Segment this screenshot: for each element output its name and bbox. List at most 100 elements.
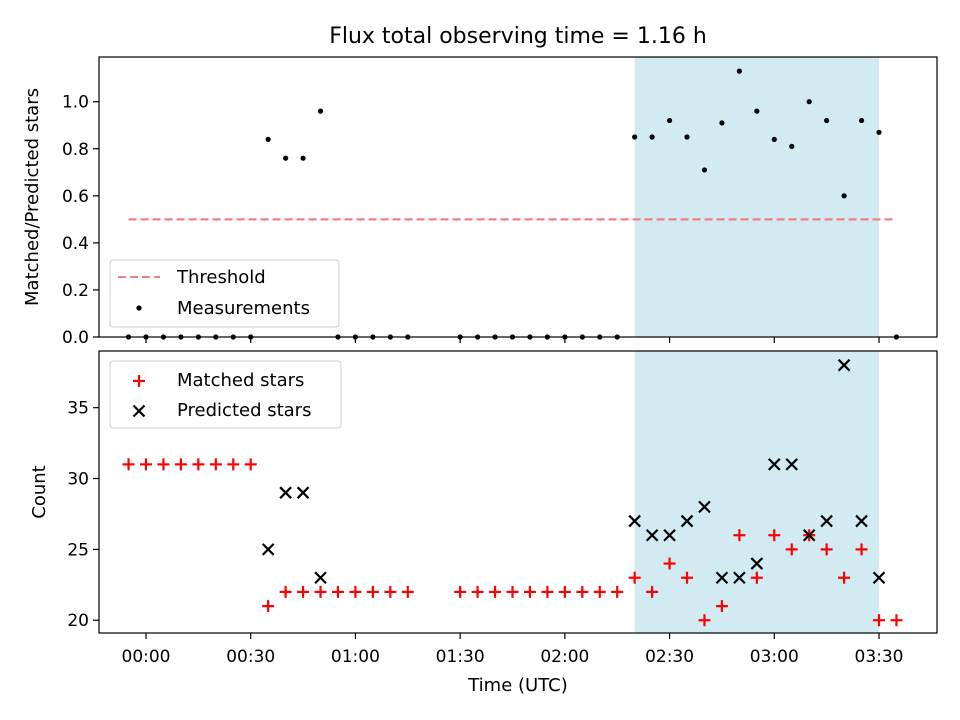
matched-star-point <box>157 458 170 471</box>
measurement-point <box>841 193 847 199</box>
measurement-point <box>300 155 306 161</box>
x-tick-label: 02:30 <box>645 647 694 667</box>
matched-star-point <box>279 585 292 598</box>
predicted-star-point <box>768 458 781 471</box>
measurement-point <box>632 134 638 140</box>
measurement-point <box>789 143 795 150</box>
predicted-stars-legend-swatch <box>132 404 146 418</box>
matched-star-point <box>192 458 205 471</box>
bottom-legend: Matched stars Predicted stars <box>109 360 342 429</box>
predicted-star-point <box>837 358 851 372</box>
top-y-axis-label: Matched/Predicted stars <box>22 88 43 306</box>
predicted-star-point <box>314 571 327 585</box>
matched-star-point <box>768 529 781 542</box>
matched-star-point <box>698 614 711 627</box>
matched-star-point <box>454 585 467 598</box>
x-tick-label: 03:00 <box>750 647 799 667</box>
matched-star-point <box>733 529 746 542</box>
top-y-tick-label: 0.6 <box>62 187 89 207</box>
matched-star-point <box>140 458 152 471</box>
predicted-star-point <box>296 486 310 499</box>
predicted-star-point <box>855 514 868 528</box>
x-tick-label: 01:30 <box>436 647 485 667</box>
measurement-point <box>806 99 812 105</box>
matched-star-point <box>384 585 397 598</box>
x-axis-label: Time (UTC) <box>467 675 568 696</box>
predicted-star-point <box>715 571 729 585</box>
matched-star-point <box>593 585 606 598</box>
matched-star-point <box>873 614 885 627</box>
predicted-star-point <box>872 571 886 585</box>
measurement-point <box>265 136 271 142</box>
bottom-y-tick-label: 30 <box>67 470 89 490</box>
x-tick-label: 00:30 <box>226 647 275 667</box>
matched-star-point <box>262 600 275 613</box>
matched-star-point <box>471 585 484 598</box>
matched-star-point <box>244 458 257 471</box>
matched-star-point <box>122 458 135 471</box>
star-count-points <box>122 358 903 627</box>
matched-star-point <box>576 585 589 598</box>
measurement-point <box>684 134 690 140</box>
measurements-legend-swatch <box>136 305 142 311</box>
x-tick-label: 03:30 <box>855 647 904 667</box>
predicted-star-point <box>279 486 292 499</box>
bottom-y-tick-label: 25 <box>67 540 89 560</box>
matched-stars-legend-label: Matched stars <box>177 370 304 391</box>
matched-star-point <box>314 585 327 598</box>
matched-star-point <box>611 585 624 598</box>
measurement-point <box>701 167 708 173</box>
predicted-star-point <box>785 458 799 471</box>
x-tick-label: 02:00 <box>540 647 589 667</box>
predicted-star-point <box>680 514 694 528</box>
top-y-tick-label: 0.2 <box>62 281 89 301</box>
matched-star-point <box>715 600 728 613</box>
bottom-x-axis: 00:00 00:30 01:00 01:30 02:00 02:30 03:00 03:30 <box>122 633 904 667</box>
top-highlight-band <box>634 57 879 337</box>
measurements-legend-label: Measurements <box>177 298 310 319</box>
matched-star-point <box>366 585 379 598</box>
bottom-y-tick-label: 20 <box>67 611 89 631</box>
measurement-point <box>754 108 760 114</box>
x-tick-label: 00:00 <box>122 647 171 667</box>
matched-star-point <box>174 458 187 471</box>
bottom-y-tick-label: 35 <box>67 399 89 419</box>
matched-star-point <box>838 571 851 584</box>
measurement-point <box>858 117 865 124</box>
matched-star-point <box>646 585 659 598</box>
predicted-star-point <box>663 528 676 542</box>
matched-stars-legend-swatch <box>133 375 145 387</box>
measurement-point <box>283 155 289 161</box>
measurement-point <box>719 120 725 126</box>
measurement-point <box>771 136 777 142</box>
measurement-point <box>666 117 673 124</box>
measurement-point <box>317 108 324 114</box>
bottom-legend-box <box>109 360 342 429</box>
matched-star-point <box>489 585 502 598</box>
threshold-legend-label: Threshold <box>176 267 266 288</box>
matched-star-point <box>681 571 694 584</box>
top-panel: 0.0 0.2 0.4 0.6 0.8 1.0 Flux total observing … <box>22 24 938 348</box>
top-legend: Threshold Measurements <box>109 259 340 328</box>
matched-star-point <box>855 543 868 556</box>
matched-star-point <box>558 585 571 598</box>
top-y-tick-label: 1.0 <box>62 93 89 113</box>
measurement-point <box>736 68 742 74</box>
predicted-star-point <box>733 571 746 585</box>
predicted-star-point <box>820 514 833 528</box>
predicted-star-point <box>802 528 816 542</box>
matched-star-point <box>401 585 414 598</box>
top-y-tick-label: 0.4 <box>62 234 89 254</box>
measurement-point <box>649 134 655 140</box>
predicted-star-point <box>698 500 711 514</box>
predicted-star-point <box>750 557 764 570</box>
matched-star-point <box>785 543 798 556</box>
top-y-axis: 0.0 0.2 0.4 0.6 0.8 1.0 <box>62 93 99 348</box>
top-y-tick-label: 0.8 <box>62 140 89 160</box>
matched-star-point <box>331 585 344 598</box>
matched-star-point <box>628 571 641 584</box>
measurement-point <box>824 117 830 124</box>
top-axes-frame <box>98 56 938 338</box>
